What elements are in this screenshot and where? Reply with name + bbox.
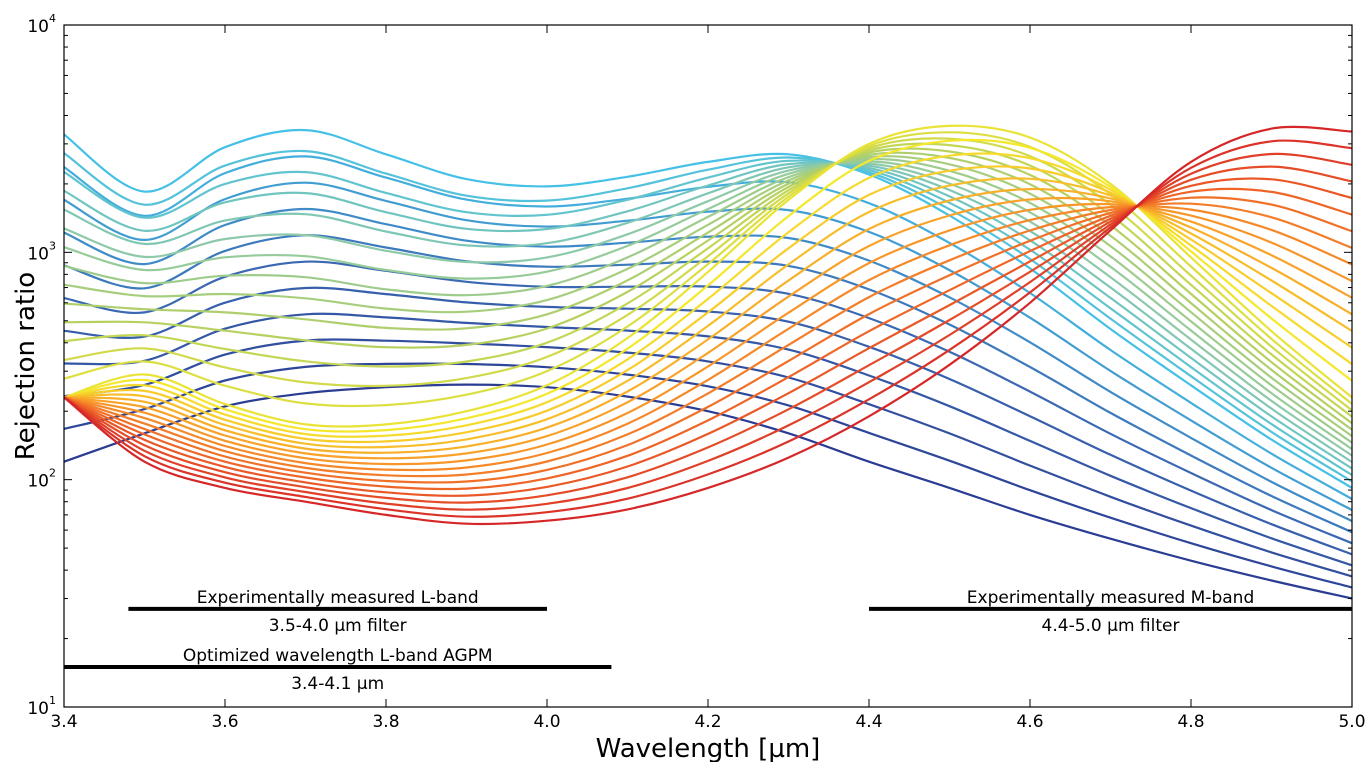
series-line [63,131,1353,408]
series-line [63,155,1353,438]
series-line [63,312,1353,567]
series-curves [63,124,1353,600]
y-tick-label: 104 [27,12,56,37]
series-line [63,161,1353,470]
series-line [63,286,1353,556]
series-line [63,260,1353,545]
series-line [63,147,1353,425]
series-line [63,125,1353,526]
x-tick-label: 4.6 [1016,712,1043,732]
x-tick-label: 4.2 [694,712,721,732]
series-line [63,181,1353,511]
band-label: Experimentally measured M-band [967,588,1254,608]
band-sublabel: 4.4-5.0 µm filter [1042,616,1180,636]
band-label: Experimentally measured L-band [197,588,479,608]
x-tick-label: 3.4 [50,712,77,732]
band-annotations: Experimentally measured L-band 3.5-4.0 µm… [64,588,1352,694]
series-line [63,159,1353,476]
series-line [63,338,1353,578]
series-line [63,142,1353,418]
axis-ticks: 3.4 3.6 3.8 4.0 4.2 4.4 4.6 4.8 5.0 101 102 103 104 [27,12,1365,732]
x-tick-label: 4.8 [1177,712,1204,732]
series-line [63,151,1353,431]
x-tick-label: 4.4 [855,712,882,732]
x-tick-label: 3.6 [211,712,238,732]
x-axis-label: Wavelength [µm] [596,734,821,762]
series-line [63,155,1353,500]
x-tick-label: 3.8 [372,712,399,732]
series-line [63,162,1353,464]
series-line [63,149,1353,483]
series-line [63,128,1353,489]
series-line [63,234,1353,534]
x-tick-label: 4.0 [533,712,560,732]
band-sublabel: 3.4-4.1 µm [291,674,384,694]
series-line [63,160,1353,451]
series-line [63,207,1353,523]
y-tick-label: 101 [27,694,56,719]
x-tick-label: 5.0 [1338,712,1365,732]
y-tick-label: 102 [27,467,56,492]
series-line [63,137,1353,412]
series-line [63,157,1353,444]
y-tick-label: 103 [27,239,56,264]
series-line [63,383,1353,600]
band-label: Optimized wavelength L-band AGPM [183,646,493,666]
series-line [63,161,1353,457]
y-axis-label: Rejection ratio [11,272,41,460]
band-sublabel: 3.5-4.0 µm filter [269,616,407,636]
